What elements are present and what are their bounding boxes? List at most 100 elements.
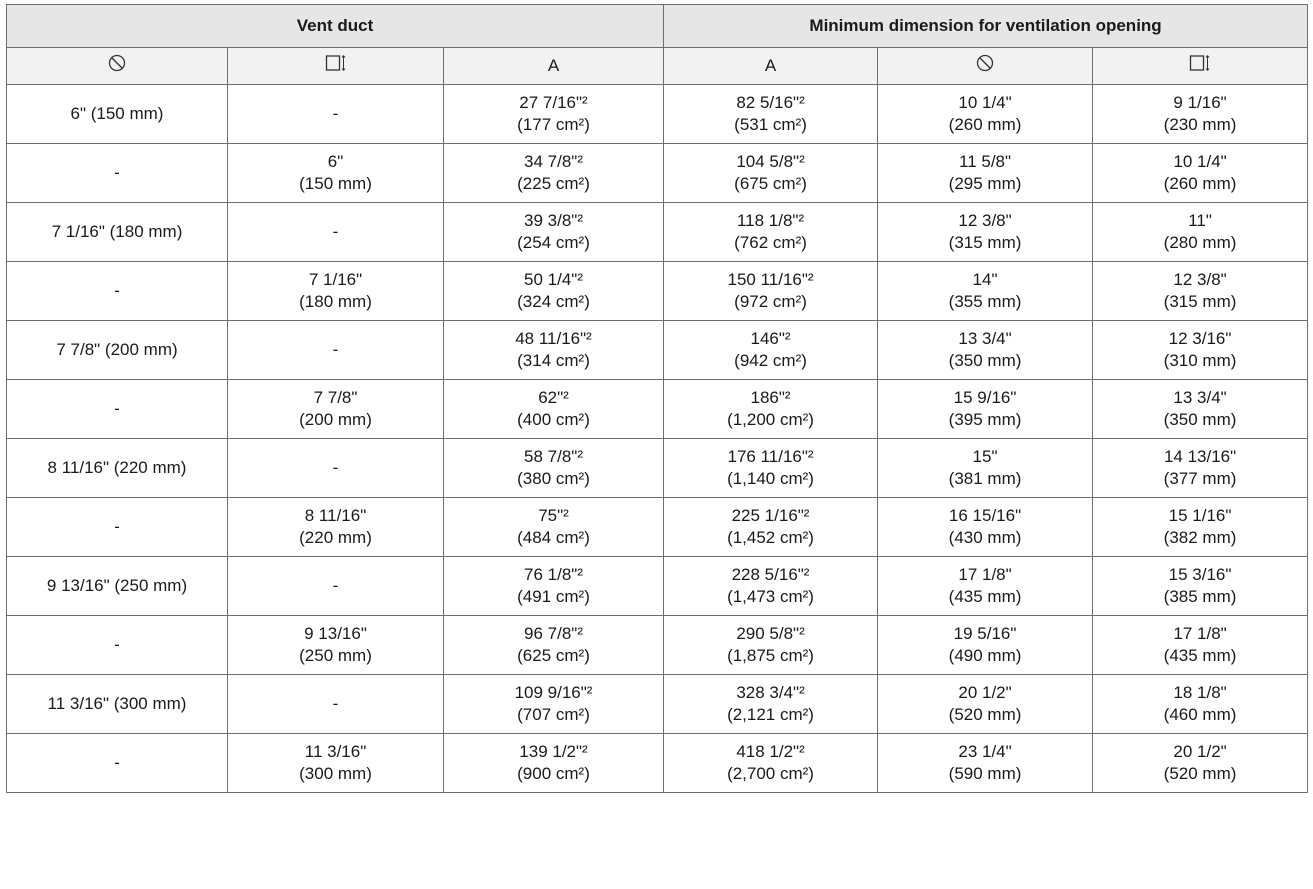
cell-duct-area-primary: 96 7/8"² [524, 624, 583, 643]
group-header-vent-duct: Vent duct [5, 4, 664, 48]
cell-min-area-secondary: (762 cm²) [734, 233, 807, 252]
cell-min-area: 186"² (1,200 cm²) [663, 379, 878, 439]
cell-min-area-secondary: (1,875 cm²) [727, 646, 814, 665]
square-side-icon [1189, 53, 1211, 79]
table-row: 9 13/16" (250 mm) - 76 1/8"² (491 cm²) 228 5… [6, 556, 1309, 616]
cell-duct-area: 76 1/8"² (491 cm²) [442, 556, 664, 616]
cell-min-square-secondary: (280 mm) [1163, 233, 1237, 252]
cell-duct-square: - [227, 556, 444, 616]
cell-duct-square-primary: - [332, 694, 339, 713]
cell-min-square-primary: 17 1/8" [1173, 624, 1227, 643]
group-header-min-dimension: Minimum dimension for ventilation openin… [663, 4, 1309, 48]
cell-duct-round: 9 13/16" (250 mm) [6, 556, 228, 616]
cell-duct-square-primary: 7 1/16" [308, 270, 363, 289]
col-header-duct-area: A [442, 47, 664, 85]
cell-min-square: 15 1/16" (382 mm) [1092, 497, 1309, 557]
cell-duct-round-text: 6" (150 mm) [70, 104, 164, 123]
cell-min-square: 20 1/2" (520 mm) [1092, 733, 1309, 793]
cell-min-area-secondary: (2,121 cm²) [727, 705, 814, 724]
cell-min-round-secondary: (490 mm) [948, 646, 1022, 665]
cell-min-area-primary: 176 11/16"² [727, 447, 814, 466]
cell-min-square-secondary: (310 mm) [1163, 351, 1237, 370]
cell-min-square: 12 3/16" (310 mm) [1092, 320, 1309, 380]
cell-min-square-primary: 15 3/16" [1168, 565, 1232, 584]
cell-min-square-secondary: (435 mm) [1163, 646, 1237, 665]
cell-duct-round: 8 11/16" (220 mm) [6, 438, 228, 498]
cell-min-round-secondary: (430 mm) [948, 528, 1022, 547]
col-header-min-square [1092, 47, 1309, 85]
cell-min-area: 328 3/4"² (2,121 cm²) [663, 674, 878, 734]
cell-min-square: 17 1/8" (435 mm) [1092, 615, 1309, 675]
cell-duct-square: - [227, 84, 444, 144]
cell-min-area-secondary: (1,452 cm²) [727, 528, 814, 547]
table-row: - 11 3/16" (300 mm) 139 1/2"² (900 cm²) 418 1… [6, 733, 1309, 793]
cell-duct-square: - [227, 674, 444, 734]
cell-duct-square: 8 11/16" (220 mm) [227, 497, 444, 557]
cell-duct-round-text: 7 1/16" (180 mm) [51, 222, 183, 241]
round-diameter-icon [107, 53, 127, 79]
cell-min-round: 16 15/16" (430 mm) [877, 497, 1093, 557]
cell-duct-area: 27 7/16"² (177 cm²) [442, 84, 664, 144]
cell-duct-area-primary: 75"² [538, 506, 569, 525]
cell-duct-round: 6" (150 mm) [6, 84, 228, 144]
table-row: - 7 1/16" (180 mm) 50 1/4"² (324 cm²) 150 11/… [6, 261, 1309, 321]
cell-duct-square-primary: 8 11/16" [304, 506, 367, 525]
cell-duct-area-secondary: (625 cm²) [517, 646, 590, 665]
cell-min-area-secondary: (2,700 cm²) [727, 764, 814, 783]
cell-min-area: 104 5/8"² (675 cm²) [663, 143, 878, 203]
cell-duct-area-secondary: (177 cm²) [517, 115, 590, 134]
cell-duct-area-primary: 139 1/2"² [519, 742, 588, 761]
cell-min-square-primary: 13 3/4" [1173, 388, 1227, 407]
cell-duct-round: 7 1/16" (180 mm) [6, 202, 228, 262]
cell-duct-square-secondary: (220 mm) [299, 528, 372, 547]
cell-duct-square-primary: 11 3/16" [304, 742, 367, 761]
cell-min-square-secondary: (315 mm) [1163, 292, 1237, 311]
cell-min-square-secondary: (260 mm) [1163, 174, 1237, 193]
cell-min-square: 11" (280 mm) [1092, 202, 1309, 262]
cell-min-round-secondary: (260 mm) [948, 115, 1022, 134]
cell-min-area-secondary: (1,200 cm²) [727, 410, 814, 429]
cell-min-square-secondary: (460 mm) [1163, 705, 1237, 724]
cell-duct-square: 7 7/8" (200 mm) [227, 379, 444, 439]
cell-duct-round: - [6, 733, 228, 793]
cell-min-area-primary: 225 1/16"² [731, 506, 810, 525]
cell-min-round-secondary: (590 mm) [948, 764, 1022, 783]
cell-min-round: 13 3/4" (350 mm) [877, 320, 1093, 380]
cell-duct-square: - [227, 438, 444, 498]
column-header-row: A A [6, 47, 1309, 85]
cell-duct-round-text: 11 3/16" (300 mm) [47, 694, 187, 713]
cell-min-round-primary: 20 1/2" [958, 683, 1012, 702]
cell-duct-round-text: - [114, 517, 120, 536]
cell-min-square-primary: 10 1/4" [1173, 152, 1227, 171]
cell-min-round: 19 5/16" (490 mm) [877, 615, 1093, 675]
cell-duct-square: 6" (150 mm) [227, 143, 444, 203]
cell-duct-area-primary: 62"² [538, 388, 569, 407]
cell-min-area: 118 1/8"² (762 cm²) [663, 202, 878, 262]
cell-duct-square: - [227, 320, 444, 380]
cell-duct-square-primary: - [332, 104, 339, 123]
cell-min-square-secondary: (230 mm) [1163, 115, 1237, 134]
cell-duct-area: 139 1/2"² (900 cm²) [442, 733, 664, 793]
cell-duct-round: - [6, 615, 228, 675]
table-row: 6" (150 mm) - 27 7/16"² (177 cm²) 82 5/16"² (… [6, 84, 1309, 144]
cell-duct-square-secondary: (200 mm) [299, 410, 372, 429]
cell-duct-area-secondary: (484 cm²) [517, 528, 590, 547]
cell-min-round-primary: 12 3/8" [958, 211, 1012, 230]
table-row: 7 1/16" (180 mm) - 39 3/8"² (254 cm²) 118 1/… [6, 202, 1309, 262]
cell-min-area-primary: 228 5/16"² [731, 565, 810, 584]
cell-duct-round: - [6, 497, 228, 557]
cell-duct-area: 96 7/8"² (625 cm²) [442, 615, 664, 675]
cell-min-square: 18 1/8" (460 mm) [1092, 674, 1309, 734]
cell-duct-square: 9 13/16" (250 mm) [227, 615, 444, 675]
cell-duct-area: 75"² (484 cm²) [442, 497, 664, 557]
cell-min-area: 82 5/16"² (531 cm²) [663, 84, 878, 144]
cell-duct-area-secondary: (491 cm²) [517, 587, 590, 606]
cell-min-area-secondary: (942 cm²) [734, 351, 807, 370]
cell-min-area-secondary: (531 cm²) [734, 115, 807, 134]
cell-min-area-primary: 328 3/4"² [736, 683, 805, 702]
cell-duct-round: - [6, 379, 228, 439]
cell-min-square: 14 13/16" (377 mm) [1092, 438, 1309, 498]
cell-duct-square: 7 1/16" (180 mm) [227, 261, 444, 321]
cell-duct-area-secondary: (707 cm²) [517, 705, 590, 724]
cell-min-round: 15" (381 mm) [877, 438, 1093, 498]
